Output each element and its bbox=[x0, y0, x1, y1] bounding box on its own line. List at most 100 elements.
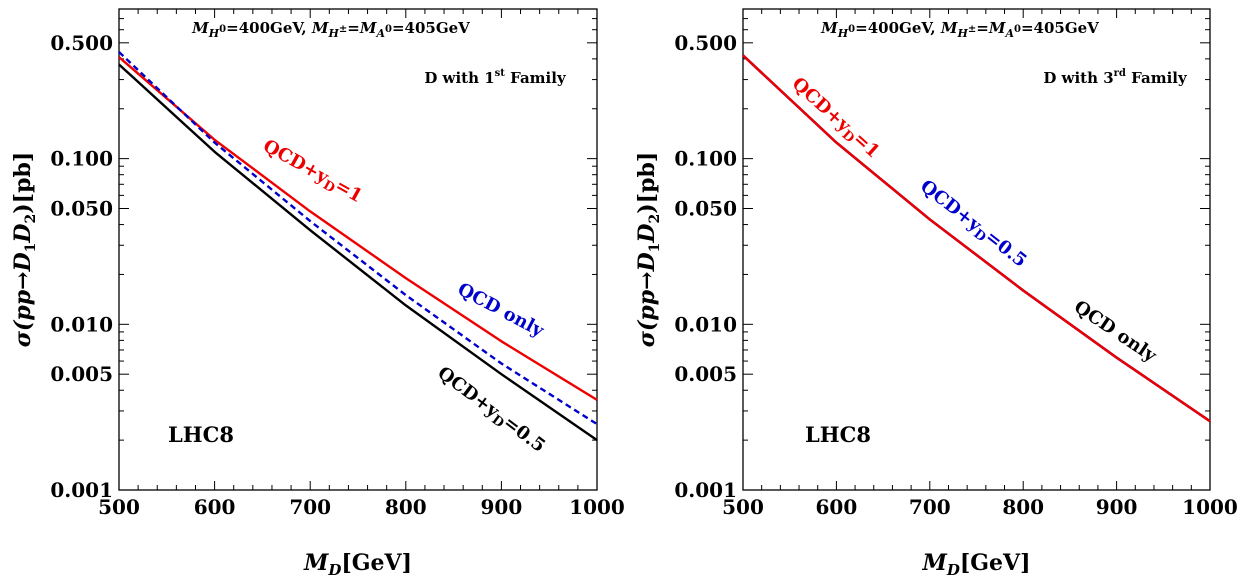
text-part: D bbox=[327, 561, 341, 577]
mass-annotation: MH0=400GeV, MH±=MA0=405GeV bbox=[820, 19, 1099, 40]
mass-annotation: MH0=400GeV, MH±=MA0=405GeV bbox=[191, 19, 470, 40]
text-part: QCD only bbox=[454, 279, 548, 342]
text-part: st bbox=[495, 68, 506, 79]
text-part: D bbox=[946, 561, 960, 577]
series-label: QCD+yD=0.5 bbox=[914, 176, 1030, 274]
x-axis-label: MD[GeV] bbox=[303, 550, 412, 577]
collider-label: LHC8 bbox=[168, 422, 234, 447]
y-tick-label: 0.050 bbox=[50, 197, 113, 221]
text-part: D bbox=[634, 252, 660, 272]
y-tick-label: 0.001 bbox=[674, 478, 737, 502]
series-line-0 bbox=[118, 56, 598, 401]
y-tick-label: 0.500 bbox=[50, 31, 113, 55]
text-part: M bbox=[311, 19, 329, 37]
x-tick-label: 700 bbox=[909, 495, 951, 519]
text-part: [GeV] bbox=[960, 550, 1031, 576]
text-part: ± bbox=[339, 24, 347, 35]
text-part: σ(pp→ bbox=[10, 271, 36, 347]
x-tick-label: 700 bbox=[289, 495, 331, 519]
x-ticks: 500 600 700 800 900 1000 bbox=[722, 9, 1238, 519]
text-part: H bbox=[837, 27, 849, 40]
family-annotation: D with 3rd Family bbox=[1043, 68, 1188, 87]
chart-panel-left: 500 600 700 800 900 10000.0010.0050.0100.0500… bbox=[10, 8, 625, 577]
text-part: )[pb] bbox=[634, 152, 660, 214]
chart-panel-right: 500 600 700 800 900 10000.0010.0050.0100.0500… bbox=[634, 8, 1238, 577]
text-part: M bbox=[921, 550, 947, 576]
text-part: QCD+y bbox=[434, 362, 504, 422]
text-part: M bbox=[988, 19, 1006, 37]
x-tick-label: 1000 bbox=[569, 495, 625, 519]
x-tick-label: 500 bbox=[722, 495, 764, 519]
text-part: = bbox=[347, 19, 360, 37]
text-part: D with 3 bbox=[1043, 69, 1113, 87]
series-line-2 bbox=[118, 63, 598, 442]
x-tick-label: 900 bbox=[1096, 495, 1138, 519]
plot-frame bbox=[742, 8, 1211, 491]
y-tick-label: 0.100 bbox=[674, 147, 737, 171]
text-part: 1 bbox=[647, 243, 663, 253]
y-tick-label: 0.005 bbox=[674, 362, 737, 386]
text-part: D bbox=[634, 224, 660, 244]
family-annotation: D with 1st Family bbox=[424, 68, 567, 87]
series-line-1 bbox=[118, 51, 598, 426]
x-tick-label: 600 bbox=[816, 495, 858, 519]
text-part: H bbox=[956, 27, 968, 40]
text-part: Family bbox=[505, 69, 567, 87]
y-tick-label: 0.100 bbox=[50, 147, 113, 171]
text-part: [GeV] bbox=[341, 550, 412, 576]
y-tick-label: 0.050 bbox=[674, 197, 737, 221]
text-part: 0 bbox=[848, 24, 855, 35]
text-part: )[pb] bbox=[10, 152, 36, 214]
collider-label: LHC8 bbox=[805, 422, 871, 447]
x-tick-label: 1000 bbox=[1182, 495, 1238, 519]
text-part: = bbox=[976, 19, 989, 37]
text-part: σ(pp→ bbox=[634, 271, 660, 347]
text-part: D with 1 bbox=[424, 69, 494, 87]
x-tick-label: 800 bbox=[385, 495, 427, 519]
text-part: 0 bbox=[219, 24, 226, 35]
text-part: M bbox=[820, 19, 838, 37]
text-part: =405GeV bbox=[1021, 19, 1099, 37]
series-line-2 bbox=[742, 54, 1211, 423]
text-part: D bbox=[10, 224, 36, 244]
series-label: QCD only bbox=[454, 279, 548, 342]
y-axis-label: σ(pp→D1D2)[pb] bbox=[10, 152, 39, 348]
text-part: ± bbox=[968, 24, 976, 35]
x-tick-label: 900 bbox=[481, 495, 523, 519]
y-tick-label: 0.010 bbox=[674, 312, 737, 336]
text-part: M bbox=[940, 19, 958, 37]
text-part: M bbox=[303, 550, 329, 576]
text-part: A bbox=[375, 27, 385, 40]
text-part: 0 bbox=[1014, 24, 1021, 35]
x-tick-label: 800 bbox=[1002, 495, 1044, 519]
text-part: A bbox=[1004, 27, 1014, 40]
x-axis-label: MD[GeV] bbox=[921, 550, 1030, 577]
y-ticks: 0.001 0.005 0.010 0.050 0.100 0.500 bbox=[50, 8, 597, 502]
text-part: QCD+y bbox=[916, 176, 985, 237]
text-part: 2 bbox=[647, 214, 663, 224]
text-part: =400GeV, bbox=[855, 19, 941, 37]
series-label: QCD+yD=1 bbox=[786, 73, 884, 164]
text-part: =0.5 bbox=[499, 412, 549, 457]
y-tick-label: 0.005 bbox=[50, 362, 113, 386]
text-part: 1 bbox=[23, 243, 39, 253]
series-label: QCD+yD=1 bbox=[258, 135, 366, 209]
text-part: D bbox=[10, 252, 36, 272]
y-ticks: 0.001 0.005 0.010 0.050 0.100 0.500 bbox=[674, 8, 1210, 502]
series-label: QCD+yD=0.5 bbox=[432, 362, 549, 459]
text-part: H bbox=[327, 27, 339, 40]
text-part: 0 bbox=[385, 24, 392, 35]
x-ticks: 500 600 700 800 900 1000 bbox=[98, 9, 625, 519]
plot-frame bbox=[118, 8, 598, 491]
text-part: H bbox=[208, 27, 220, 40]
text-part: M bbox=[191, 19, 209, 37]
y-axis-label: σ(pp→D1D2)[pb] bbox=[634, 152, 663, 348]
y-tick-label: 0.010 bbox=[50, 312, 113, 336]
text-part: M bbox=[359, 19, 377, 37]
x-tick-label: 600 bbox=[194, 495, 236, 519]
y-tick-label: 0.001 bbox=[50, 478, 113, 502]
y-tick-label: 0.500 bbox=[674, 31, 737, 55]
text-part: =400GeV, bbox=[226, 19, 312, 37]
x-tick-label: 500 bbox=[98, 495, 140, 519]
